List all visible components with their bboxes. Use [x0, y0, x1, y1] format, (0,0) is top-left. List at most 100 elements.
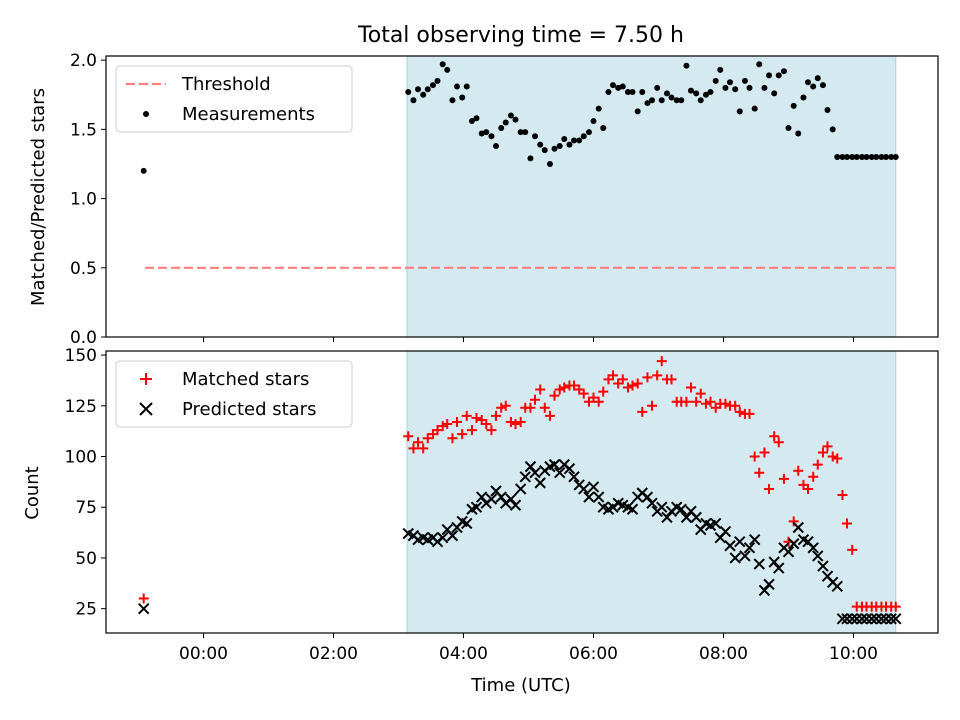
x-tick-label: 06:00 [569, 644, 618, 664]
predicted-star-point [782, 546, 795, 558]
measurement-point [732, 86, 739, 93]
measurement-point [649, 97, 655, 104]
matched-star-point [642, 372, 653, 383]
measurement-point [424, 86, 431, 93]
measurement-point [468, 118, 475, 125]
matched-star-point [788, 516, 799, 527]
measurement-point [410, 97, 417, 104]
predicted-star-point [812, 550, 824, 562]
predicted-star-point [475, 491, 488, 503]
predicted-star-point [675, 503, 687, 515]
measurement-point [863, 154, 870, 161]
predicted-star-point [885, 613, 897, 625]
predicted-star-point [524, 460, 537, 473]
legend-entry-label: Matched stars [182, 369, 309, 390]
measurement-point [697, 97, 704, 104]
predicted-star-point [739, 550, 751, 562]
measurement-point [619, 83, 626, 90]
measurement-point [819, 82, 826, 89]
measurement-point [459, 94, 466, 101]
predicted-star-point [505, 493, 517, 505]
matched-star-point [617, 374, 628, 385]
matched-star-point [793, 465, 804, 476]
predicted-star-point [870, 613, 882, 625]
matched-star-point [510, 419, 521, 430]
matched-star-point [437, 421, 448, 432]
predicted-star-point [587, 481, 600, 493]
measurement-point [639, 88, 646, 95]
measurement-point [546, 160, 553, 167]
x-tick-label: 02:00 [309, 644, 358, 664]
measurement-point [712, 77, 719, 84]
figure-title: Total observing time = 7.50 h [357, 23, 684, 48]
measurement-point [717, 66, 724, 73]
measurement-point [576, 137, 583, 144]
matched-star-point [832, 453, 843, 464]
predicted-star-point [563, 462, 576, 475]
matched-star-point [500, 400, 511, 411]
measurement-point [805, 79, 811, 86]
matched-star-point [559, 382, 570, 393]
measurement-point [795, 130, 802, 137]
matched-star-point [734, 406, 745, 417]
measurement-point [634, 108, 641, 115]
x-tick-label: 00:00 [179, 644, 228, 664]
measurement-point [537, 141, 544, 148]
measurement-point [444, 66, 451, 73]
measurement-point [595, 105, 602, 112]
y-tick-label: 1.5 [70, 120, 97, 140]
measurement-point [566, 141, 573, 148]
predicted-star-point [734, 535, 746, 548]
measurement-point [663, 90, 670, 97]
predicted-star-point [680, 511, 693, 524]
measurement-point [541, 147, 548, 154]
predicted-star-point [758, 584, 771, 597]
predicted-star-point [137, 602, 150, 615]
matched-star-point [749, 451, 760, 462]
predicted-star-point [865, 613, 878, 625]
y-tick-label: 0.5 [70, 259, 97, 279]
predicted-star-point [495, 491, 507, 503]
measurement-point [878, 154, 885, 161]
legend-box [115, 360, 353, 428]
matched-star-point [466, 425, 477, 436]
measurement-point [736, 108, 743, 115]
matched-star-point [812, 459, 823, 470]
measurement-point [824, 106, 831, 113]
y-tick-label: 75 [75, 498, 97, 518]
measurement-point [873, 154, 880, 161]
matched-star-point [549, 390, 560, 401]
matched-star-point [598, 386, 609, 397]
measurement-point [693, 90, 700, 97]
measurement-point [727, 79, 733, 86]
predicted-star-point [856, 613, 868, 625]
predicted-star-point [841, 613, 853, 625]
predicted-star-point [807, 542, 819, 554]
predicted-star-point [724, 540, 736, 552]
predicted-star-point [851, 613, 863, 625]
measurement-point [868, 154, 875, 161]
predicted-star-point [890, 613, 902, 625]
matched-star-point [622, 382, 633, 393]
predicted-star-point [641, 491, 654, 503]
matched-star-point [686, 382, 696, 393]
matched-star-point [461, 410, 472, 421]
measurement-point [140, 167, 147, 174]
measurement-point [849, 154, 856, 161]
measurement-point [790, 102, 797, 109]
measurement-point [858, 154, 865, 161]
measurement-point [429, 82, 436, 89]
measurement-point [688, 87, 694, 94]
predicted-star-point [773, 562, 785, 574]
series-matched-stars [138, 356, 901, 612]
measurement-point [624, 88, 631, 95]
measurement-point [814, 75, 821, 82]
measurement-point [741, 77, 748, 84]
matched-star-point [632, 378, 643, 389]
measurement-point [834, 154, 841, 161]
predicted-star-point [485, 493, 498, 505]
predicted-star-point [583, 491, 595, 503]
matched-star-point [666, 374, 677, 385]
matched-star-point [817, 447, 828, 458]
matched-star-point [837, 490, 848, 501]
